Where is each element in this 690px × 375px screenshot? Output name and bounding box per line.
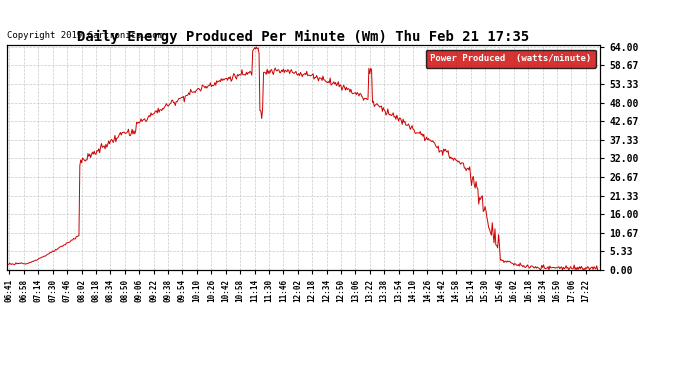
Title: Daily Energy Produced Per Minute (Wm) Thu Feb 21 17:35: Daily Energy Produced Per Minute (Wm) Th… bbox=[77, 30, 530, 44]
Legend: Power Produced  (watts/minute): Power Produced (watts/minute) bbox=[426, 50, 595, 68]
Text: Copyright 2019 Cartronics.com: Copyright 2019 Cartronics.com bbox=[7, 32, 163, 40]
